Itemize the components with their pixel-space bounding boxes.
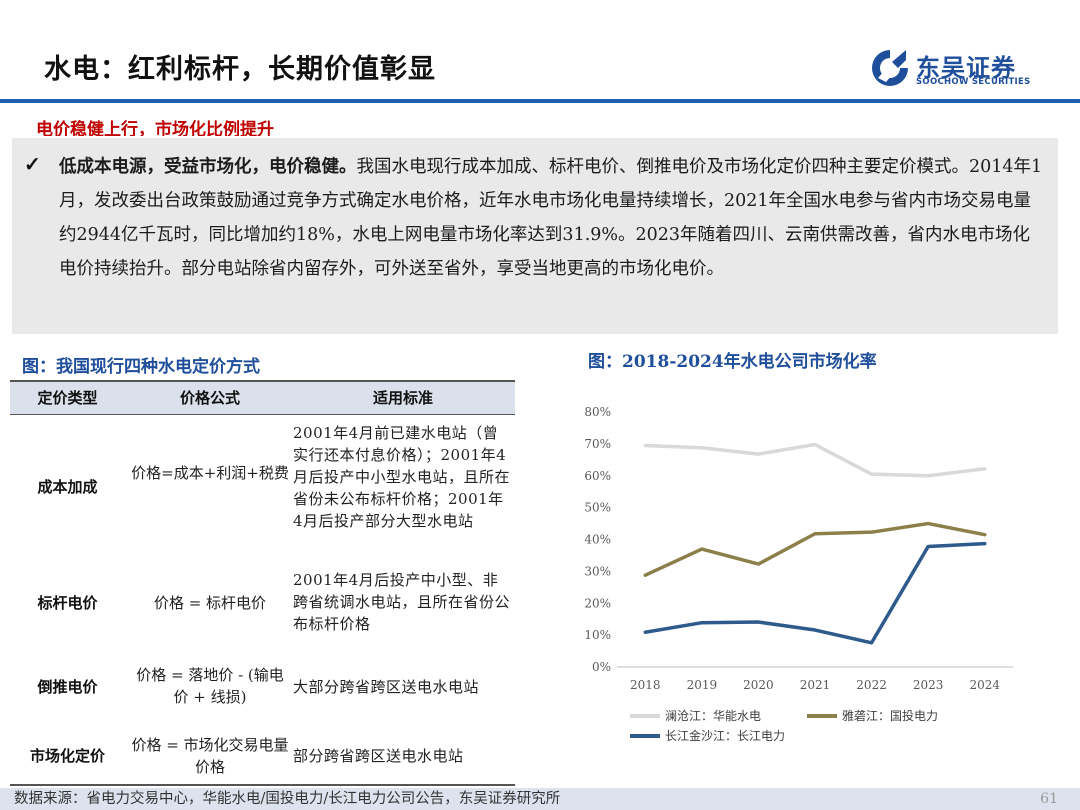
x-tick-label: 2023 [913,678,944,692]
logo-name-cn: 东吴证券 [916,54,1016,82]
legend-label-3: 长江金沙江：长江电力 [665,728,785,743]
logo-mark-icon [872,50,908,86]
row-formula: 价格=成本+利润+税费 [131,464,289,482]
row-type: 标杆电价 [37,594,98,612]
table-bottom-rule [10,784,515,786]
row-type: 倒推电价 [37,678,98,696]
row-type: 成本加成 [37,478,98,496]
table-row: 倒推电价 价格 = 落地价 - (输电价 + 线损) 大部分跨省跨区送电水电站 [10,662,515,712]
market-rate-line-chart: 0% 10% 20% 30% 40% 50% 60% 70% 80% 2018 2019 2020 20… [584,405,1013,743]
table-header-standard: 适用标准 [372,389,433,407]
page-number: 61 [1040,791,1058,807]
chart-title: 图：2018-2024年水电公司市场化率 [588,352,877,372]
footer-source: 数据来源：省电力交易中心，华能水电/国投电力/长江电力公司公告，东吴证券研究所 [14,791,561,807]
company-logo: 东吴证券 SOOCHOW SECURITIES [870,48,1040,88]
x-tick-label: 2022 [856,678,887,692]
y-tick-label: 40% [584,533,611,547]
summary-paragraph: 低成本电源，受益市场化，电价稳健。我国水电现行成本加成、标杆电价、倒推电价及市场… [59,150,1044,286]
x-tick-label: 2024 [969,678,1000,692]
pricing-table: 定价类型 价格公式 适用标准 成本加成 价格=成本+利润+税费 2001年4月前… [10,380,515,786]
checkmark-icon: ✓ [24,152,41,176]
logo-name-en: SOOCHOW SECURITIES [916,77,1031,87]
section-subtitle: 电价稳健上行，市场化比例提升 [36,120,274,136]
row-formula: 价格 = 落地价 - (输电价 + 线损) [136,666,284,706]
table-header: 定价类型 价格公式 适用标准 [10,380,515,415]
x-tick-label: 2019 [687,678,718,692]
row-type: 市场化定价 [29,747,105,765]
series-line-3 [643,541,987,645]
header-rule [0,99,1080,103]
x-tick-label: 2021 [800,678,831,692]
row-formula: 价格 = 标杆电价 [153,594,267,612]
table-row: 成本加成 价格=成本+利润+税费 2001年4月前已建水电站（曾实行还本付息价格… [10,418,515,556]
series-line-2 [643,521,987,577]
x-tick-label: 2018 [630,678,661,692]
row-formula: 价格 = 市场化交易电量价格 [131,736,289,776]
y-tick-label: 70% [584,437,611,451]
table-row: 标杆电价 价格 = 标杆电价 2001年4月后投产中小型、非跨省统调水电站，且所… [10,566,515,636]
table-header-formula: 价格公式 [179,389,240,407]
y-tick-label: 60% [584,469,611,483]
table-row: 市场化定价 价格 = 市场化交易电量价格 部分跨省跨区送电水电站 [10,732,515,782]
y-tick-label: 80% [584,405,611,419]
table-header-type: 定价类型 [37,389,98,407]
x-tick-label: 2020 [743,678,774,692]
y-tick-label: 50% [584,501,611,515]
y-tick-label: 0% [592,660,611,674]
row-standard: 部分跨省跨区送电水电站 [293,747,464,765]
page-title: 水电：红利标杆，长期价值彰显 [44,54,436,85]
table-title: 图：我国现行四种水电定价方式 [22,357,260,377]
row-standard: 2001年4月前已建水电站（曾实行还本付息价格）；2001年4月后投产中小型水电… [293,424,511,530]
summary-box: ✓ 低成本电源，受益市场化，电价稳健。我国水电现行成本加成、标杆电价、倒推电价及… [12,138,1058,334]
summary-lead: 低成本电源，受益市场化，电价稳健。 [59,157,357,177]
y-tick-label: 10% [584,628,611,642]
y-tick-label: 30% [584,564,611,578]
row-standard: 2001年4月后投产中小型、非跨省统调水电站，且所在省份公布标杆价格 [293,571,511,633]
row-standard: 大部分跨省跨区送电水电站 [293,678,480,696]
legend-label-1: 澜沧江：华能水电 [665,708,761,723]
footer-bar [0,788,1080,810]
summary-body: 我国水电现行成本加成、标杆电价、倒推电价及市场化定价四种主要定价模式。2014年… [59,157,1043,279]
series-line-1 [643,442,987,478]
y-tick-label: 20% [584,596,611,610]
legend-label-2: 雅砻江：国投电力 [842,708,938,723]
